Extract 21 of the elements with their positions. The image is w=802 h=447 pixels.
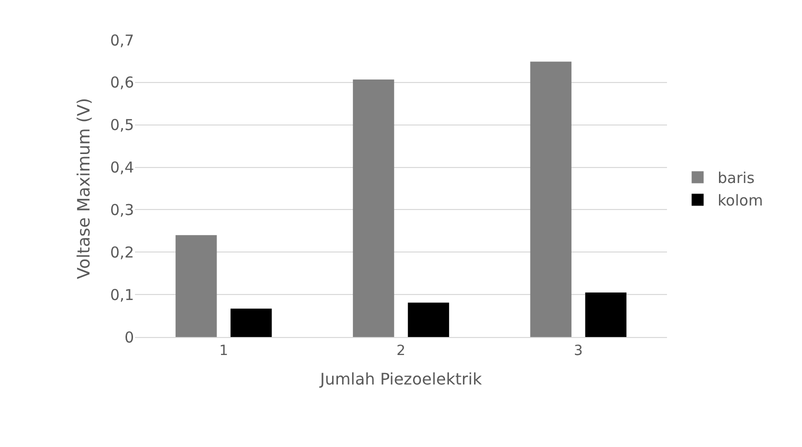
x-tick-label: 2 (396, 342, 406, 359)
x-tick-label: 3 (574, 342, 583, 359)
y-tick-label: 0,7 (110, 31, 134, 50)
bar (585, 292, 626, 337)
y-tick-label: 0,1 (110, 286, 134, 304)
x-axis-title: Jumlah Piezoelektrik (319, 370, 483, 388)
y-tick-label: 0 (124, 328, 134, 346)
legend-label: kolom (718, 192, 763, 210)
y-tick-label: 0,3 (110, 200, 134, 219)
x-tick-label: 1 (219, 342, 228, 359)
bar (530, 62, 572, 337)
y-tick-label: 0,4 (110, 158, 134, 177)
y-axis-title: Voltase Maximum (V) (74, 98, 95, 280)
bar (176, 235, 217, 337)
y-tick-label: 0,6 (110, 74, 134, 92)
legend-label: baris (718, 169, 755, 188)
y-tick-label: 0,5 (110, 116, 134, 134)
bar (408, 302, 450, 337)
y-tick-label: 0,2 (110, 243, 134, 262)
bar (230, 308, 272, 337)
bar (352, 79, 394, 337)
